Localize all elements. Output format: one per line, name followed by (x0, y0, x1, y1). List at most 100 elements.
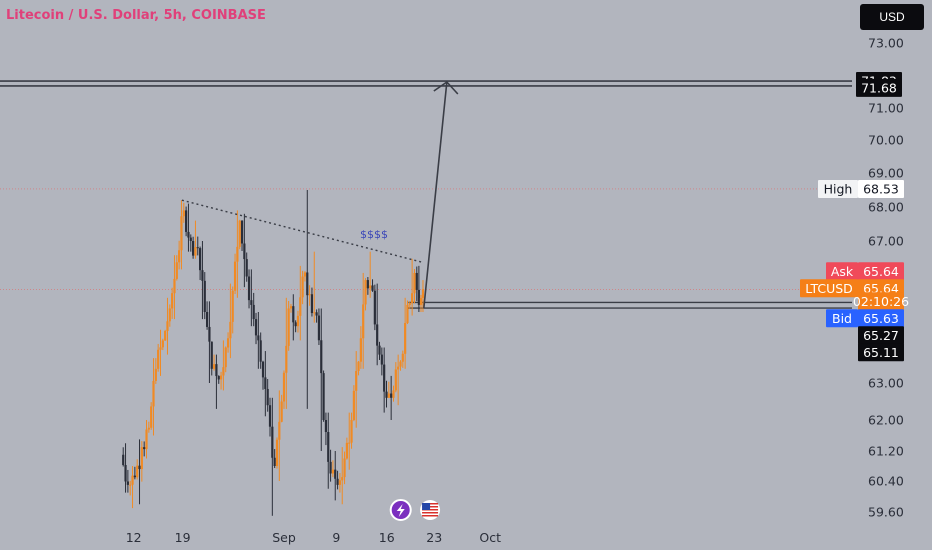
candle-body (345, 442, 348, 459)
candle-body (324, 420, 328, 433)
candle-body (126, 481, 129, 485)
candle-body (399, 361, 402, 367)
candle-body (280, 401, 283, 422)
candle-body (154, 368, 157, 381)
candle-body (236, 246, 239, 262)
candle-body (150, 406, 153, 428)
candle-body (185, 210, 188, 232)
zone-lower-price-label: 65.11 (858, 343, 904, 362)
time-tick-label: Sep (272, 530, 296, 545)
candle-body (196, 247, 199, 249)
candle-body (390, 393, 393, 398)
candle-body (371, 285, 374, 291)
candle-body (364, 280, 367, 305)
svg-text:65.11: 65.11 (863, 345, 899, 360)
candle-body (303, 272, 307, 277)
candle-body (315, 312, 318, 316)
ask-tag: Ask (826, 262, 858, 281)
candle-body (421, 289, 425, 298)
candle-body (385, 391, 388, 398)
svg-text:Ask: Ask (831, 264, 854, 279)
candle-body (392, 390, 395, 398)
candle-body (362, 304, 365, 339)
candle-body (143, 447, 146, 450)
price-tick-label: 71.00 (868, 101, 904, 116)
bid-tag: Bid (826, 309, 858, 328)
candle-body (219, 375, 223, 380)
candle-body (189, 237, 192, 241)
trendline-label: $$$$ (360, 228, 388, 241)
candle-body (383, 364, 386, 392)
candle-body (355, 370, 358, 391)
candle-body (317, 315, 321, 341)
target-lower-price-label: 71.68 (856, 78, 902, 97)
candle-body (140, 447, 143, 470)
candle-body (406, 304, 409, 324)
candle-body (266, 388, 269, 406)
candle-body (294, 322, 297, 327)
candle-body (194, 247, 197, 256)
candle-body (322, 373, 325, 420)
candle-body (131, 475, 134, 485)
candle-body (178, 250, 181, 263)
projection-arrow-line (422, 81, 448, 309)
candle-body (352, 390, 355, 420)
candle-body (341, 477, 344, 481)
candle-body (243, 243, 246, 260)
candle-body (238, 220, 241, 247)
current-tag: LTCUSD (800, 279, 858, 298)
candle-body (289, 306, 293, 309)
price-tick-label: 60.40 (868, 474, 904, 489)
high-price-label: 68.53 (858, 179, 904, 198)
candle-body (250, 300, 253, 305)
projection-arrow-head (433, 80, 459, 95)
candle-body (331, 469, 335, 474)
candle-body (224, 347, 227, 368)
candle-body (308, 294, 311, 296)
candle-body (287, 308, 290, 346)
candle-body (173, 278, 176, 294)
price-tick-label: 67.00 (868, 234, 904, 249)
svg-text:65.27: 65.27 (863, 328, 899, 343)
candle-body (334, 469, 337, 479)
candle-body (373, 290, 376, 325)
candle-body (359, 338, 362, 362)
candle-body (268, 405, 272, 427)
candle-body (133, 475, 136, 478)
bid-price-label: 65.63 (858, 309, 904, 328)
candle-body (273, 457, 276, 466)
candle-body (159, 347, 162, 350)
candle-body (245, 259, 248, 277)
candle-body (357, 361, 360, 371)
candle-body (310, 294, 314, 314)
svg-text:65.64: 65.64 (863, 281, 899, 296)
candle-body (401, 353, 404, 362)
price-tick-label: 63.00 (868, 376, 904, 391)
candle-body (247, 276, 251, 301)
candle-body (166, 321, 169, 331)
time-tick-label: 9 (332, 530, 340, 545)
price-tick-label: 68.00 (868, 200, 904, 215)
svg-text:65.63: 65.63 (863, 311, 899, 326)
candle-body (231, 290, 234, 322)
high-tag: High (818, 179, 858, 198)
candle-body (327, 432, 330, 462)
candle-body (299, 297, 302, 316)
candle-body (257, 335, 260, 341)
candle-body (152, 380, 155, 407)
candle-body (168, 308, 171, 322)
candle-body (210, 341, 213, 369)
ask-price-label: 65.64 (858, 262, 904, 281)
candle-body (138, 465, 141, 470)
candle-body (254, 319, 258, 336)
candle-body (187, 231, 190, 238)
candle-body (201, 270, 204, 281)
currency-button[interactable]: USD (860, 4, 924, 30)
candle-body (419, 297, 423, 305)
candle-body (192, 241, 195, 256)
candle-body (282, 372, 286, 402)
candle-body (180, 216, 183, 251)
svg-text:71.68: 71.68 (861, 80, 897, 95)
candle-body (404, 323, 407, 354)
